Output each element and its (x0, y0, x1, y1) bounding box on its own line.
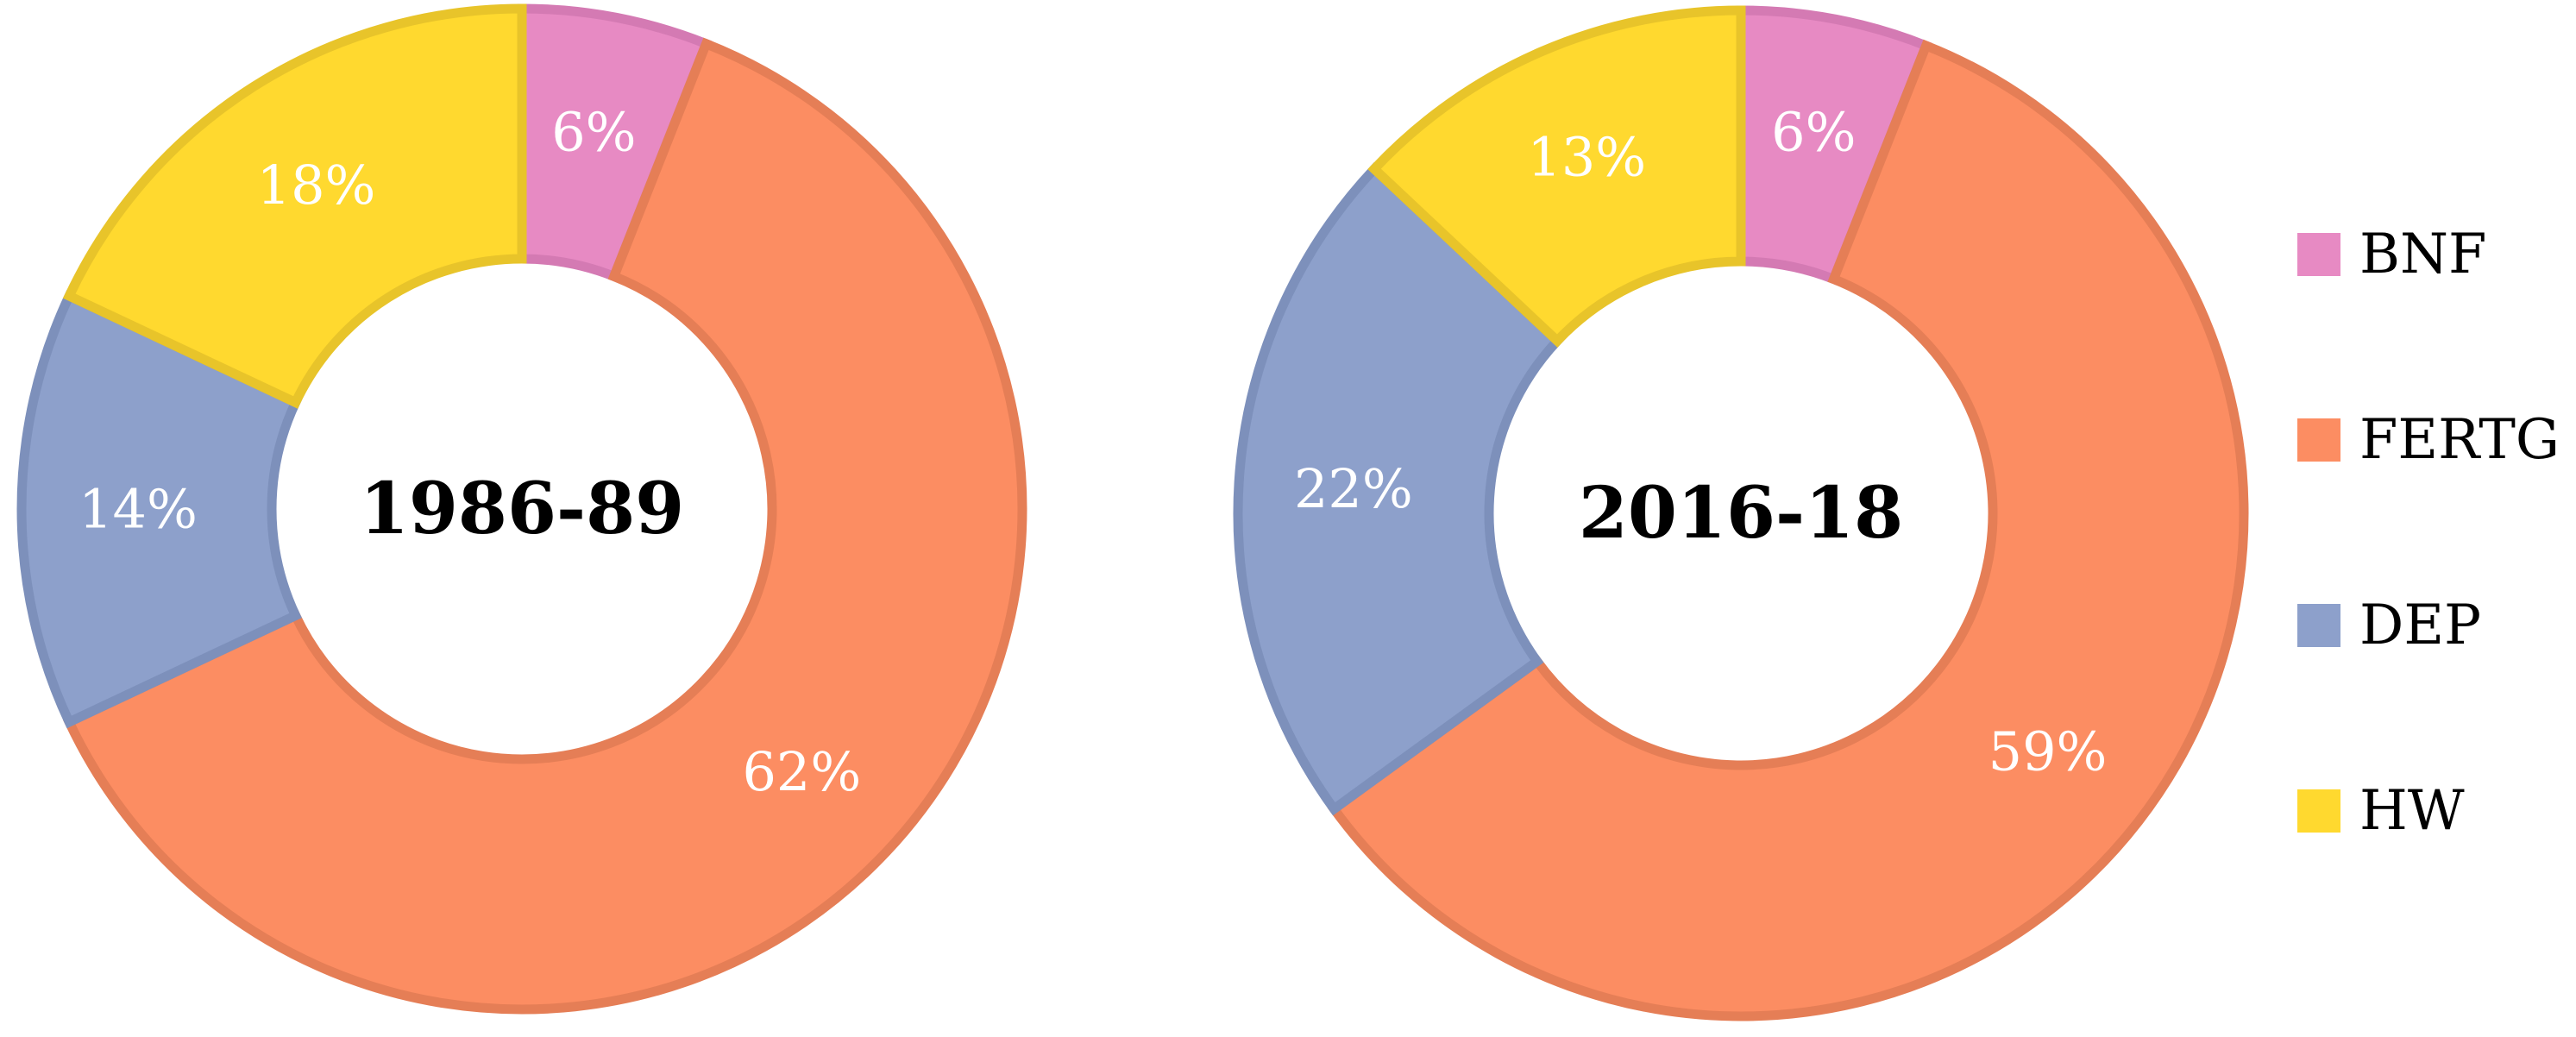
slice-hw-1986-89 (62, 3, 527, 409)
slice-hw-2016-18 (1367, 5, 1746, 348)
slice-dep-1986-89 (16, 289, 302, 729)
legend-label-dep: DEP (2359, 594, 2481, 657)
legend-label-fertg: FERTG (2359, 408, 2560, 472)
slice-label-fertg-2016-18: 59% (1989, 720, 2108, 782)
slice-label-hw-1986-89: 18% (257, 154, 376, 217)
legend-label-bnf: BNF (2359, 223, 2486, 286)
slice-label-dep-2016-18: 22% (1294, 457, 1413, 520)
slice-fertg-2016-18 (1327, 39, 2249, 1021)
slice-fertg-1986-89 (62, 37, 1027, 1015)
slice-label-hw-2016-18: 13% (1527, 126, 1646, 189)
center-label-1986-89: 1986-89 (360, 468, 684, 550)
donut-chart-2016-18: 6% 59% 22% 13% 2016-18 (1233, 5, 2249, 1021)
slice-label-bnf-1986-89: 6% (551, 100, 636, 163)
slice-dep-2016-18 (1233, 162, 1564, 816)
legend-swatch-hw (2297, 789, 2340, 833)
legend: BNF FERTG DEP HW (2297, 223, 2560, 843)
legend-swatch-dep (2297, 604, 2340, 647)
legend-label-hw: HW (2359, 779, 2465, 843)
legend-swatch-bnf (2297, 233, 2340, 276)
slice-label-fertg-1986-89: 62% (742, 740, 861, 803)
slice-label-bnf-2016-18: 6% (1771, 100, 1856, 163)
center-label-2016-18: 2016-18 (1579, 472, 1903, 555)
donut-chart-1986-89: 6% 62% 14% 18% 1986-89 (16, 3, 1027, 1015)
legend-swatch-fertg (2297, 418, 2340, 462)
slice-label-dep-1986-89: 14% (79, 478, 198, 541)
